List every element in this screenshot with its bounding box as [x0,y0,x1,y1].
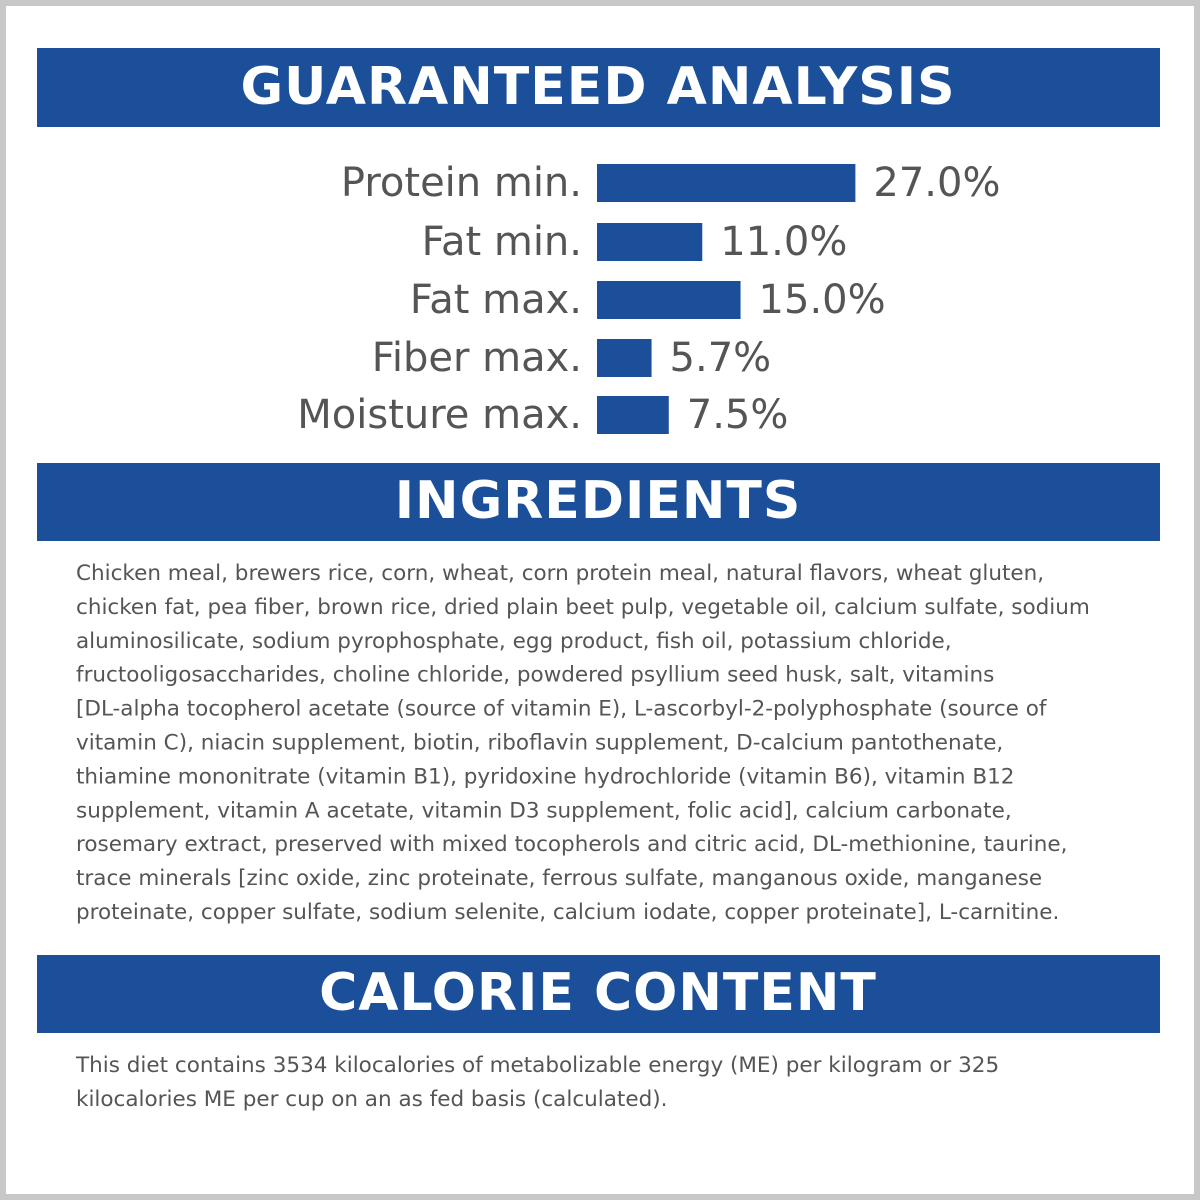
bar [597,339,652,377]
ingredients-line: rosemary extract, preserved with mixed t… [76,832,1067,857]
section-title: CALORIE CONTENT [319,963,877,1023]
ingredients-line: chicken fat, pea fiber, brown rice, drie… [76,595,1090,620]
value-label: 11.0% [720,219,847,265]
section-title: INGREDIENTS [395,471,802,531]
calorie-line: kilocalories ME per cup on an as fed bas… [76,1087,667,1112]
section-title: GUARANTEED ANALYSIS [240,57,955,117]
ingredients-line: thiamine mononitrate (vitamin B1), pyrid… [76,764,1014,789]
value-label: 5.7% [670,335,772,381]
category-label: Protein min. [341,160,582,206]
ingredients-line: aluminosilicate, sodium pyrophosphate, e… [76,629,952,654]
header-bar [37,463,1160,541]
calorie-line: This diet contains 3534 kilocalories of … [75,1053,999,1078]
bar [597,396,669,434]
category-label: Fat max. [410,277,582,323]
header-bar [37,48,1160,127]
category-label: Fiber max. [372,335,582,381]
ingredients-line: supplement, vitamin A acetate, vitamin D… [76,798,1012,823]
ingredients-line: vitamin C), niacin supplement, biotin, r… [76,731,1003,756]
ingredients-line: Chicken meal, brewers rice, corn, wheat,… [76,561,1044,586]
bar [597,281,741,319]
ingredients-line: fructooligosaccharides, choline chloride… [76,663,994,688]
category-label: Fat min. [422,219,582,265]
ingredients-line: [DL-alpha tocopherol acetate (source of … [76,697,1047,722]
bar [597,164,856,202]
value-label: 15.0% [759,277,886,323]
ingredients-line: proteinate, copper sulfate, sodium selen… [76,900,1059,925]
header-bar [37,955,1160,1033]
ingredients-line: trace minerals [zinc oxide, zinc protein… [76,866,1042,891]
value-label: 7.5% [687,392,789,438]
value-label: 27.0% [873,160,1000,206]
bar [597,223,703,261]
category-label: Moisture max. [297,392,582,438]
